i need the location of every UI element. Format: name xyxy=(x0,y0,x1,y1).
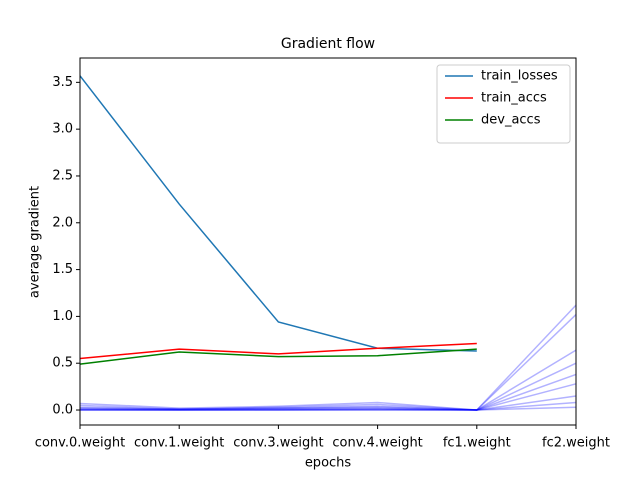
y-axis-label: average gradient xyxy=(28,186,43,298)
series-line xyxy=(79,342,477,360)
y-tick-label: 2.0 xyxy=(52,215,73,230)
gradient-line xyxy=(79,313,577,411)
gradient-line xyxy=(80,395,577,411)
y-tick-label: 3.5 xyxy=(52,75,73,90)
gradient-line xyxy=(80,406,577,411)
legend-label: train_losses xyxy=(481,69,558,84)
y-tick-label: 1.5 xyxy=(52,262,73,277)
plot-frame xyxy=(79,57,577,426)
legend-label: train_accs xyxy=(481,91,547,106)
gradient-line xyxy=(80,401,577,411)
legend-label: dev_accs xyxy=(481,113,541,128)
x-tick-label: fc1.weight xyxy=(443,436,511,451)
series-line xyxy=(79,348,477,365)
gradient-line xyxy=(79,362,577,411)
gradient-line xyxy=(79,349,577,411)
x-tick-label: fc2.weight xyxy=(542,436,610,451)
x-tick-label: conv.1.weight xyxy=(134,436,224,451)
gradient-line xyxy=(79,373,577,411)
y-tick-label: 3.0 xyxy=(52,122,73,137)
y-tick-label: 1.0 xyxy=(52,309,73,324)
y-tick-label: 0.0 xyxy=(52,403,73,418)
gradient-line xyxy=(79,304,577,411)
gradient-line xyxy=(79,383,577,411)
x-axis-label: epochs xyxy=(305,456,352,471)
x-tick-label: conv.4.weight xyxy=(332,436,422,451)
legend-box xyxy=(436,64,571,144)
y-tick-label: 2.5 xyxy=(52,168,73,183)
chart-title: Gradient flow xyxy=(281,36,375,52)
x-tick-label: conv.0.weight xyxy=(35,436,125,451)
series-line xyxy=(79,75,477,352)
y-tick-label: 0.5 xyxy=(52,356,73,371)
x-tick-label: conv.3.weight xyxy=(233,436,323,451)
